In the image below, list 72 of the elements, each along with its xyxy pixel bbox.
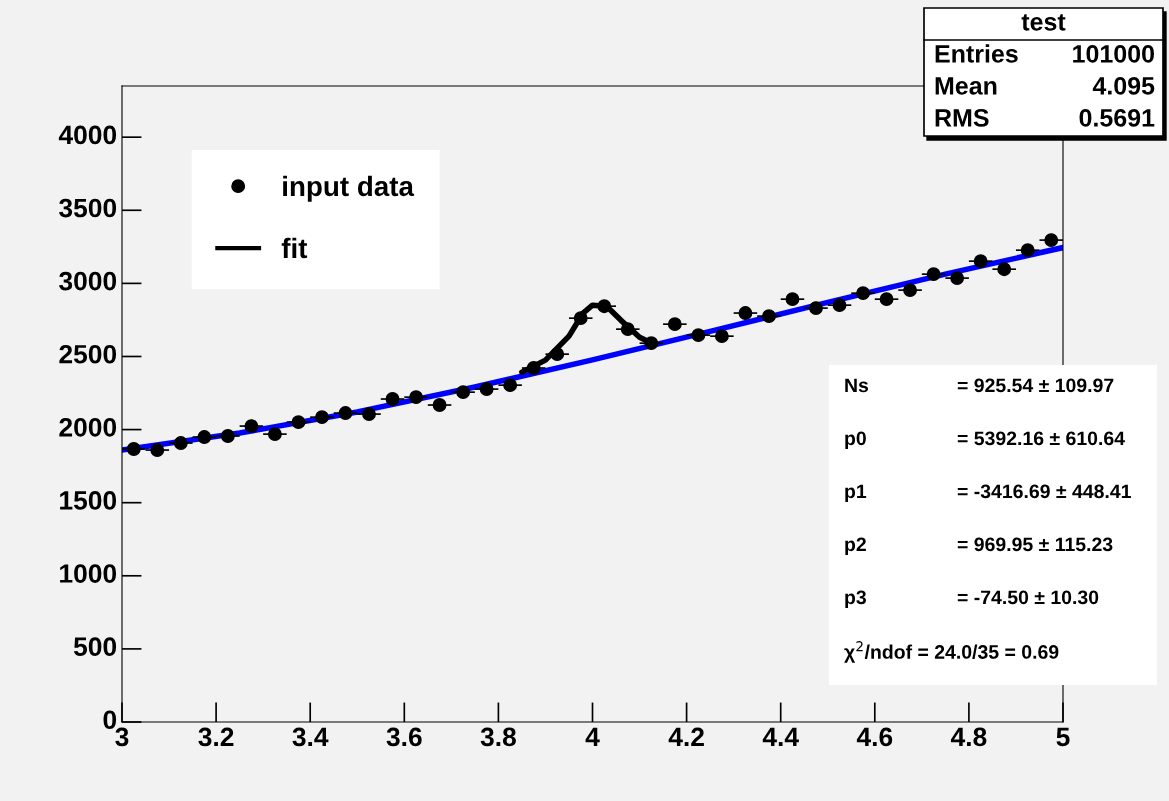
point: [691, 328, 706, 343]
point: [1020, 243, 1035, 258]
y-tick-label: 2500: [59, 344, 117, 364]
point: [573, 311, 588, 326]
x-tick-label: 4.8: [950, 727, 987, 747]
point: [714, 329, 729, 344]
text: Mean 4.095: [935, 77, 1155, 95]
point: [761, 309, 776, 324]
text: p0 = 5392.16 ± 610.64: [845, 431, 1125, 450]
point: [315, 410, 329, 425]
legend-label: input data: [283, 175, 415, 202]
point: [620, 322, 635, 337]
point: [926, 267, 941, 282]
point: [126, 442, 141, 456]
point: [220, 429, 235, 443]
point: [479, 382, 494, 397]
x-tick-label: 4.2: [668, 727, 704, 746]
legend-label: fit: [281, 237, 308, 259]
point: [267, 427, 282, 442]
text: Ns = 925.54 ± 109.97: [845, 378, 1114, 393]
point: [526, 361, 541, 375]
point: [856, 286, 870, 301]
y-tick-label: 3500: [59, 198, 117, 218]
point: [197, 430, 212, 444]
x-tick-label: 3.4: [292, 727, 329, 747]
point: [550, 347, 565, 362]
point: [950, 271, 965, 286]
x-tick-label: 3.6: [386, 727, 422, 747]
point: [738, 306, 753, 321]
point: [903, 283, 918, 298]
point: [597, 299, 612, 314]
point: [997, 262, 1012, 277]
point: [456, 385, 471, 400]
y-tick-label: 3000: [59, 271, 117, 291]
point: [973, 254, 988, 269]
point: [432, 398, 447, 412]
point: [879, 292, 894, 307]
x-tick-label: 3.2: [198, 727, 234, 747]
y-tick-label: 0: [103, 710, 117, 730]
y-tick-label: 4000: [58, 125, 117, 145]
y-tick-label: 1000: [60, 564, 117, 583]
point: [291, 415, 306, 430]
point: [667, 317, 682, 332]
y-tick-label: 500: [73, 637, 117, 656]
point: [644, 336, 659, 351]
point: [785, 292, 800, 307]
x-tick-label: 4.4: [762, 727, 799, 746]
point: [173, 436, 188, 450]
point: [809, 301, 823, 316]
point: [150, 443, 165, 458]
point: [1044, 233, 1059, 248]
text: p3 = -74.50 ± 10.30: [845, 590, 1099, 609]
point: [385, 392, 400, 406]
text: p2 = 969.95 ± 115.23: [845, 537, 1113, 556]
y-tick-label: 1500: [60, 491, 117, 510]
x-tick-label: 3: [115, 727, 129, 747]
point: [244, 419, 259, 434]
text: RMS 0.5691: [935, 109, 1155, 127]
x-tick-label: 3.8: [480, 727, 516, 747]
point: [338, 406, 353, 421]
text: test: [1021, 14, 1066, 31]
text: p1 = -3416.69 ± 448.41: [845, 484, 1131, 503]
point: [832, 298, 847, 313]
point: [409, 390, 424, 405]
x-tick-label: 4: [585, 727, 600, 746]
x-tick-label: 4.6: [856, 727, 893, 747]
text: Entries 101000: [935, 44, 1154, 63]
annotation: χ$^{2}$/ndof = 24.0/35 = 0.69: [844, 641, 1059, 663]
y-tick-label: 2000: [59, 417, 117, 437]
x-tick-label: 5: [1056, 727, 1070, 747]
point: [362, 407, 376, 422]
point: [503, 378, 518, 393]
